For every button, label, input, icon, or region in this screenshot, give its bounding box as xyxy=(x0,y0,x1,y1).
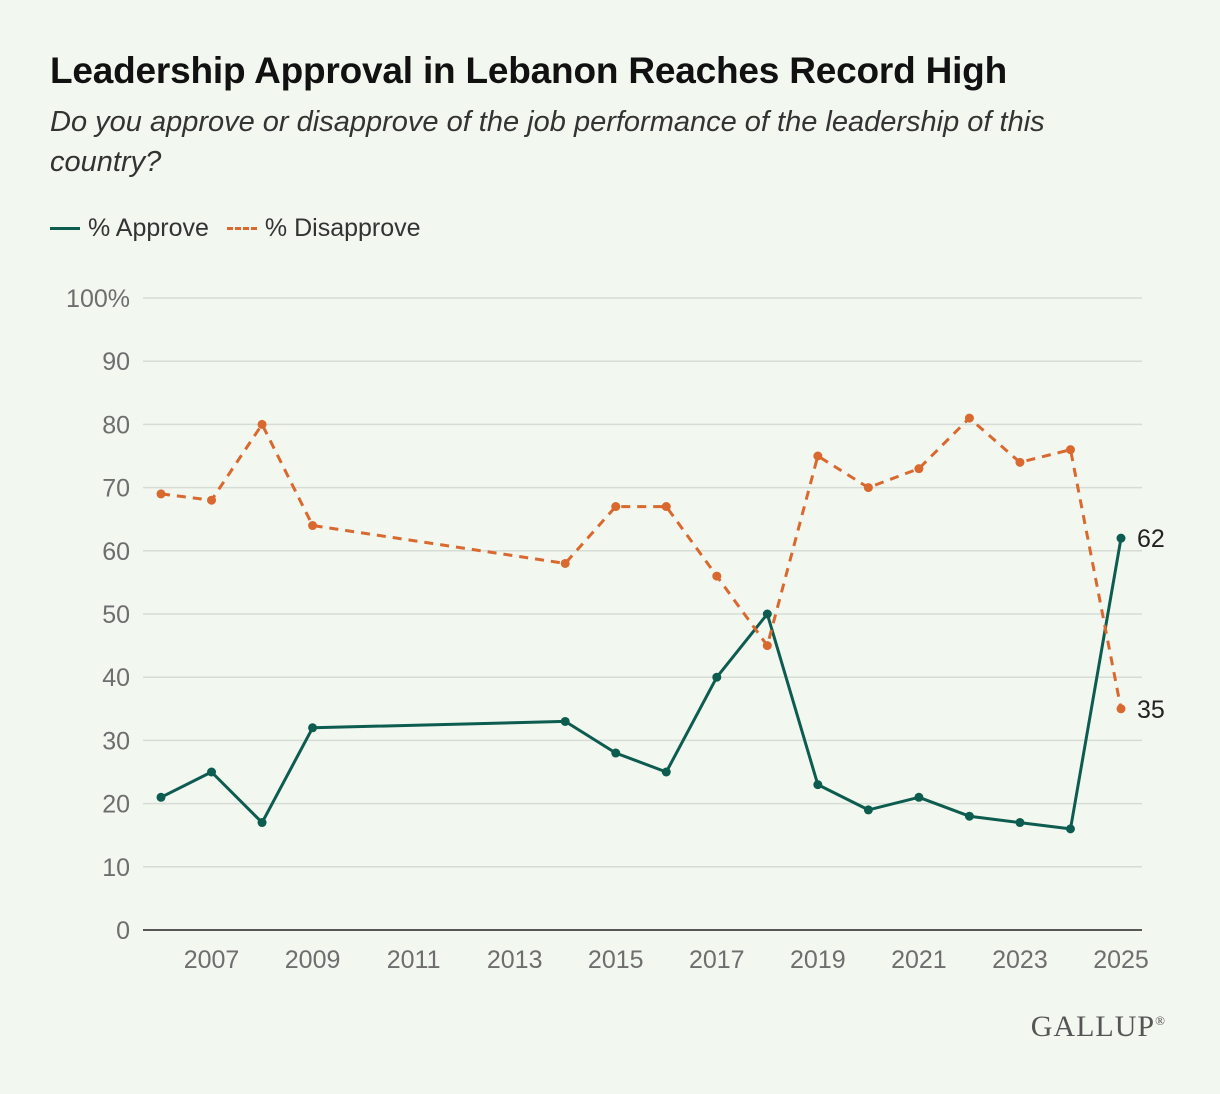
data-point-disapprove-2006 xyxy=(156,489,166,499)
series-approve xyxy=(156,533,1126,834)
data-point-approve-2020 xyxy=(863,805,873,815)
y-axis-ticks: 0 10 20 30 40 50 60 70 80 90 100% xyxy=(66,285,130,945)
data-point-disapprove-2022 xyxy=(964,413,974,423)
data-point-approve-2008 xyxy=(257,818,267,828)
data-point-disapprove-2020 xyxy=(863,483,873,493)
end-label: 35 xyxy=(1137,696,1165,724)
x-tick-label: 2013 xyxy=(487,946,543,974)
x-tick-label: 2021 xyxy=(891,946,947,974)
data-point-disapprove-2021 xyxy=(914,464,924,474)
data-point-approve-2006 xyxy=(156,792,166,802)
legend-swatch-approve xyxy=(50,227,80,230)
data-point-approve-2007 xyxy=(207,767,217,777)
data-point-disapprove-2024 xyxy=(1065,445,1075,455)
legend-item-disapprove: % Disapprove xyxy=(226,214,421,243)
x-tick-label: 2007 xyxy=(184,946,240,974)
y-tick-label: 60 xyxy=(102,538,130,566)
y-tick-label: 10 xyxy=(102,854,130,882)
data-point-disapprove-2023 xyxy=(1015,457,1025,467)
gridlines xyxy=(143,297,1142,868)
chart-subtitle: Do you approve or disapprove of the job … xyxy=(50,106,1045,178)
legend-label-disapprove: % Disapprove xyxy=(264,214,421,242)
legend-item-approve: % Approve xyxy=(50,214,209,243)
x-tick-label: 2009 xyxy=(285,946,341,974)
data-point-approve-2022 xyxy=(964,811,974,821)
data-point-approve-2019 xyxy=(813,780,823,790)
series-line-approve xyxy=(160,537,1123,831)
data-point-disapprove-2009 xyxy=(308,521,318,531)
y-tick-label: 80 xyxy=(102,411,130,439)
y-tick-label: 90 xyxy=(102,348,130,376)
x-tick-label: 2017 xyxy=(689,946,745,974)
data-point-approve-2023 xyxy=(1015,818,1025,828)
data-point-approve-2017 xyxy=(712,672,722,682)
data-point-approve-2025 xyxy=(1116,533,1126,543)
x-tick-label: 2019 xyxy=(790,946,846,974)
y-tick-label: 100% xyxy=(66,285,130,313)
data-point-approve-2021 xyxy=(914,792,924,802)
series-group xyxy=(156,413,1126,834)
data-point-disapprove-2016 xyxy=(661,502,671,512)
data-point-disapprove-2014 xyxy=(560,558,570,568)
data-point-approve-2014 xyxy=(560,716,570,726)
gallup-logo: GALLUP® xyxy=(1031,1010,1166,1044)
series-disapprove xyxy=(156,413,1126,714)
data-point-disapprove-2007 xyxy=(207,495,217,505)
data-point-disapprove-2018 xyxy=(762,641,772,651)
end-labels: 62 35 xyxy=(1137,525,1165,724)
series-line-disapprove xyxy=(160,416,1123,710)
x-tick-label: 2023 xyxy=(992,946,1048,974)
x-tick-label: 2011 xyxy=(387,946,441,974)
x-tick-label: 2015 xyxy=(588,946,644,974)
x-tick-label: 2025 xyxy=(1093,946,1149,974)
chart-title: Leadership Approval in Lebanon Reaches R… xyxy=(50,50,1007,91)
data-point-disapprove-2015 xyxy=(611,502,621,512)
data-point-approve-2024 xyxy=(1065,824,1075,834)
data-point-approve-2018 xyxy=(762,609,772,619)
chart-legend: % Approve % Disapprove xyxy=(50,214,439,243)
x-axis-ticks: 2007 2009 2011 2013 2015 2017 2019 2021 2023 2025 xyxy=(184,946,1149,974)
data-point-approve-2009 xyxy=(308,723,318,733)
legend-swatch-disapprove xyxy=(226,227,257,230)
data-point-approve-2015 xyxy=(611,748,621,758)
data-point-disapprove-2017 xyxy=(712,571,722,581)
brand-mark: ® xyxy=(1155,1013,1166,1028)
y-tick-label: 70 xyxy=(102,475,130,503)
data-point-approve-2016 xyxy=(661,767,671,777)
brand-name: GALLUP xyxy=(1030,1010,1156,1043)
y-tick-label: 0 xyxy=(116,917,130,945)
y-tick-label: 50 xyxy=(102,601,130,629)
data-point-disapprove-2008 xyxy=(257,419,267,429)
end-label: 62 xyxy=(1137,525,1165,553)
y-tick-label: 40 xyxy=(102,664,130,692)
data-point-disapprove-2019 xyxy=(813,451,823,461)
legend-label-approve: % Approve xyxy=(88,214,209,242)
y-tick-label: 30 xyxy=(102,727,130,755)
y-tick-label: 20 xyxy=(102,791,130,819)
data-point-disapprove-2025 xyxy=(1116,704,1126,714)
